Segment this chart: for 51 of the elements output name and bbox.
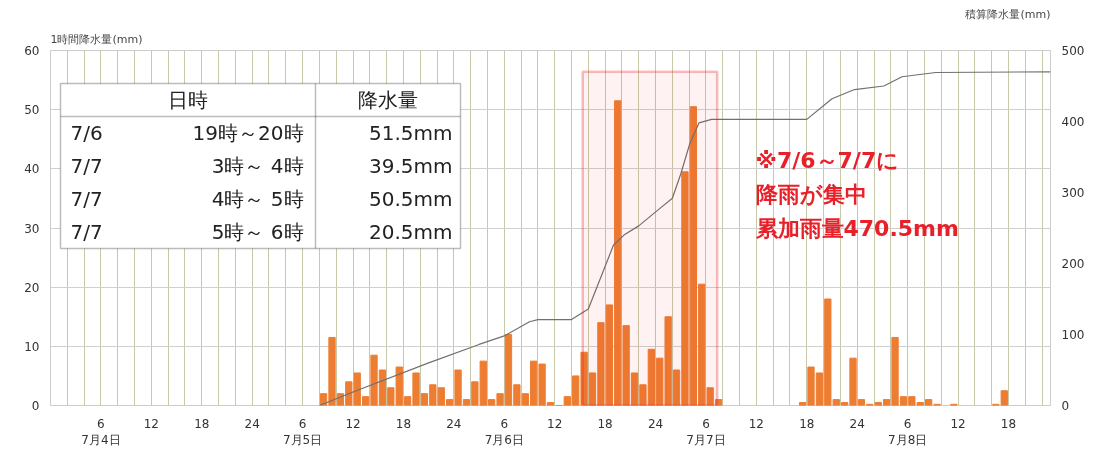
x-tick-label: 12 — [547, 416, 563, 431]
x-tick-label: 18 — [597, 416, 613, 431]
annotation: 7/7 — [70, 187, 103, 211]
y2-tick-label: 0 — [1061, 399, 1070, 413]
x-tick-label: 12 — [143, 416, 159, 431]
annotation: 3時～ 4時 — [211, 154, 304, 178]
x-tick-label: 24 — [244, 416, 260, 431]
x-tick-label: 24 — [849, 416, 865, 431]
x-tick-label: 6 7月6日 — [484, 416, 524, 448]
y-tick-label: 60 — [24, 44, 40, 58]
x-tick-label: 12 — [950, 416, 966, 431]
x-tick-label: 12 — [748, 416, 765, 431]
annotation: 日時 — [168, 88, 208, 112]
x-tick-label: 18 — [194, 416, 210, 431]
annotation: 50.5mm — [369, 187, 453, 211]
x-tick-label: 24 — [647, 416, 664, 431]
y2-tick-label: 500 — [1061, 44, 1085, 58]
y-tick-label: 0 — [31, 399, 40, 413]
y2-axis-title: 積算降水量(mm) — [965, 7, 1051, 21]
x-tick-label: 18 — [1000, 416, 1017, 431]
y-axis-title: 1時間降水量(mm) — [50, 32, 143, 46]
annotation: 19時～20時 — [192, 121, 304, 145]
x-tick-label: 12 — [345, 416, 361, 431]
y-tick-label: 30 — [24, 221, 40, 236]
y-tick-label: 10 — [24, 339, 40, 354]
annotation: 7/6 — [70, 121, 103, 145]
y2-tick-label: 400 — [1061, 115, 1085, 129]
annotation: 5時～ 6時 — [211, 220, 304, 244]
y2-tick-label: 100 — [1061, 328, 1085, 342]
x-tick-label: 18 — [395, 416, 412, 431]
x-tick-label: 24 — [446, 416, 462, 431]
x-tick-label: 18 — [799, 416, 815, 431]
y2-tick-label: 300 — [1061, 186, 1085, 200]
y-tick-label: 40 — [24, 162, 40, 177]
annotation: 累加雨量470.5mm — [754, 216, 959, 241]
annotation: 39.5mm — [369, 154, 453, 178]
annotation: 7/7 — [70, 154, 103, 178]
x-tick-label: 6 7月4日 — [81, 416, 121, 448]
annotation: ※7/6～7/7に — [755, 148, 900, 173]
y2-tick-label: 200 — [1061, 257, 1085, 271]
x-tick-label: 6 7月7日 — [686, 416, 726, 448]
annotation: 降水量 — [358, 88, 418, 112]
annotation: 7/7 — [70, 220, 103, 244]
annotation: 51.5mm — [369, 121, 453, 145]
x-tick-label: 6 7月8日 — [888, 416, 928, 448]
annotation: 降雨が集中 — [755, 182, 867, 207]
annotation: 20.5mm — [369, 220, 453, 244]
x-tick-label: 6 7月5日 — [282, 416, 323, 448]
y-tick-label: 50 — [24, 103, 40, 118]
y-tick-label: 20 — [24, 280, 40, 295]
annotation: 4時～ 5時 — [211, 187, 304, 211]
